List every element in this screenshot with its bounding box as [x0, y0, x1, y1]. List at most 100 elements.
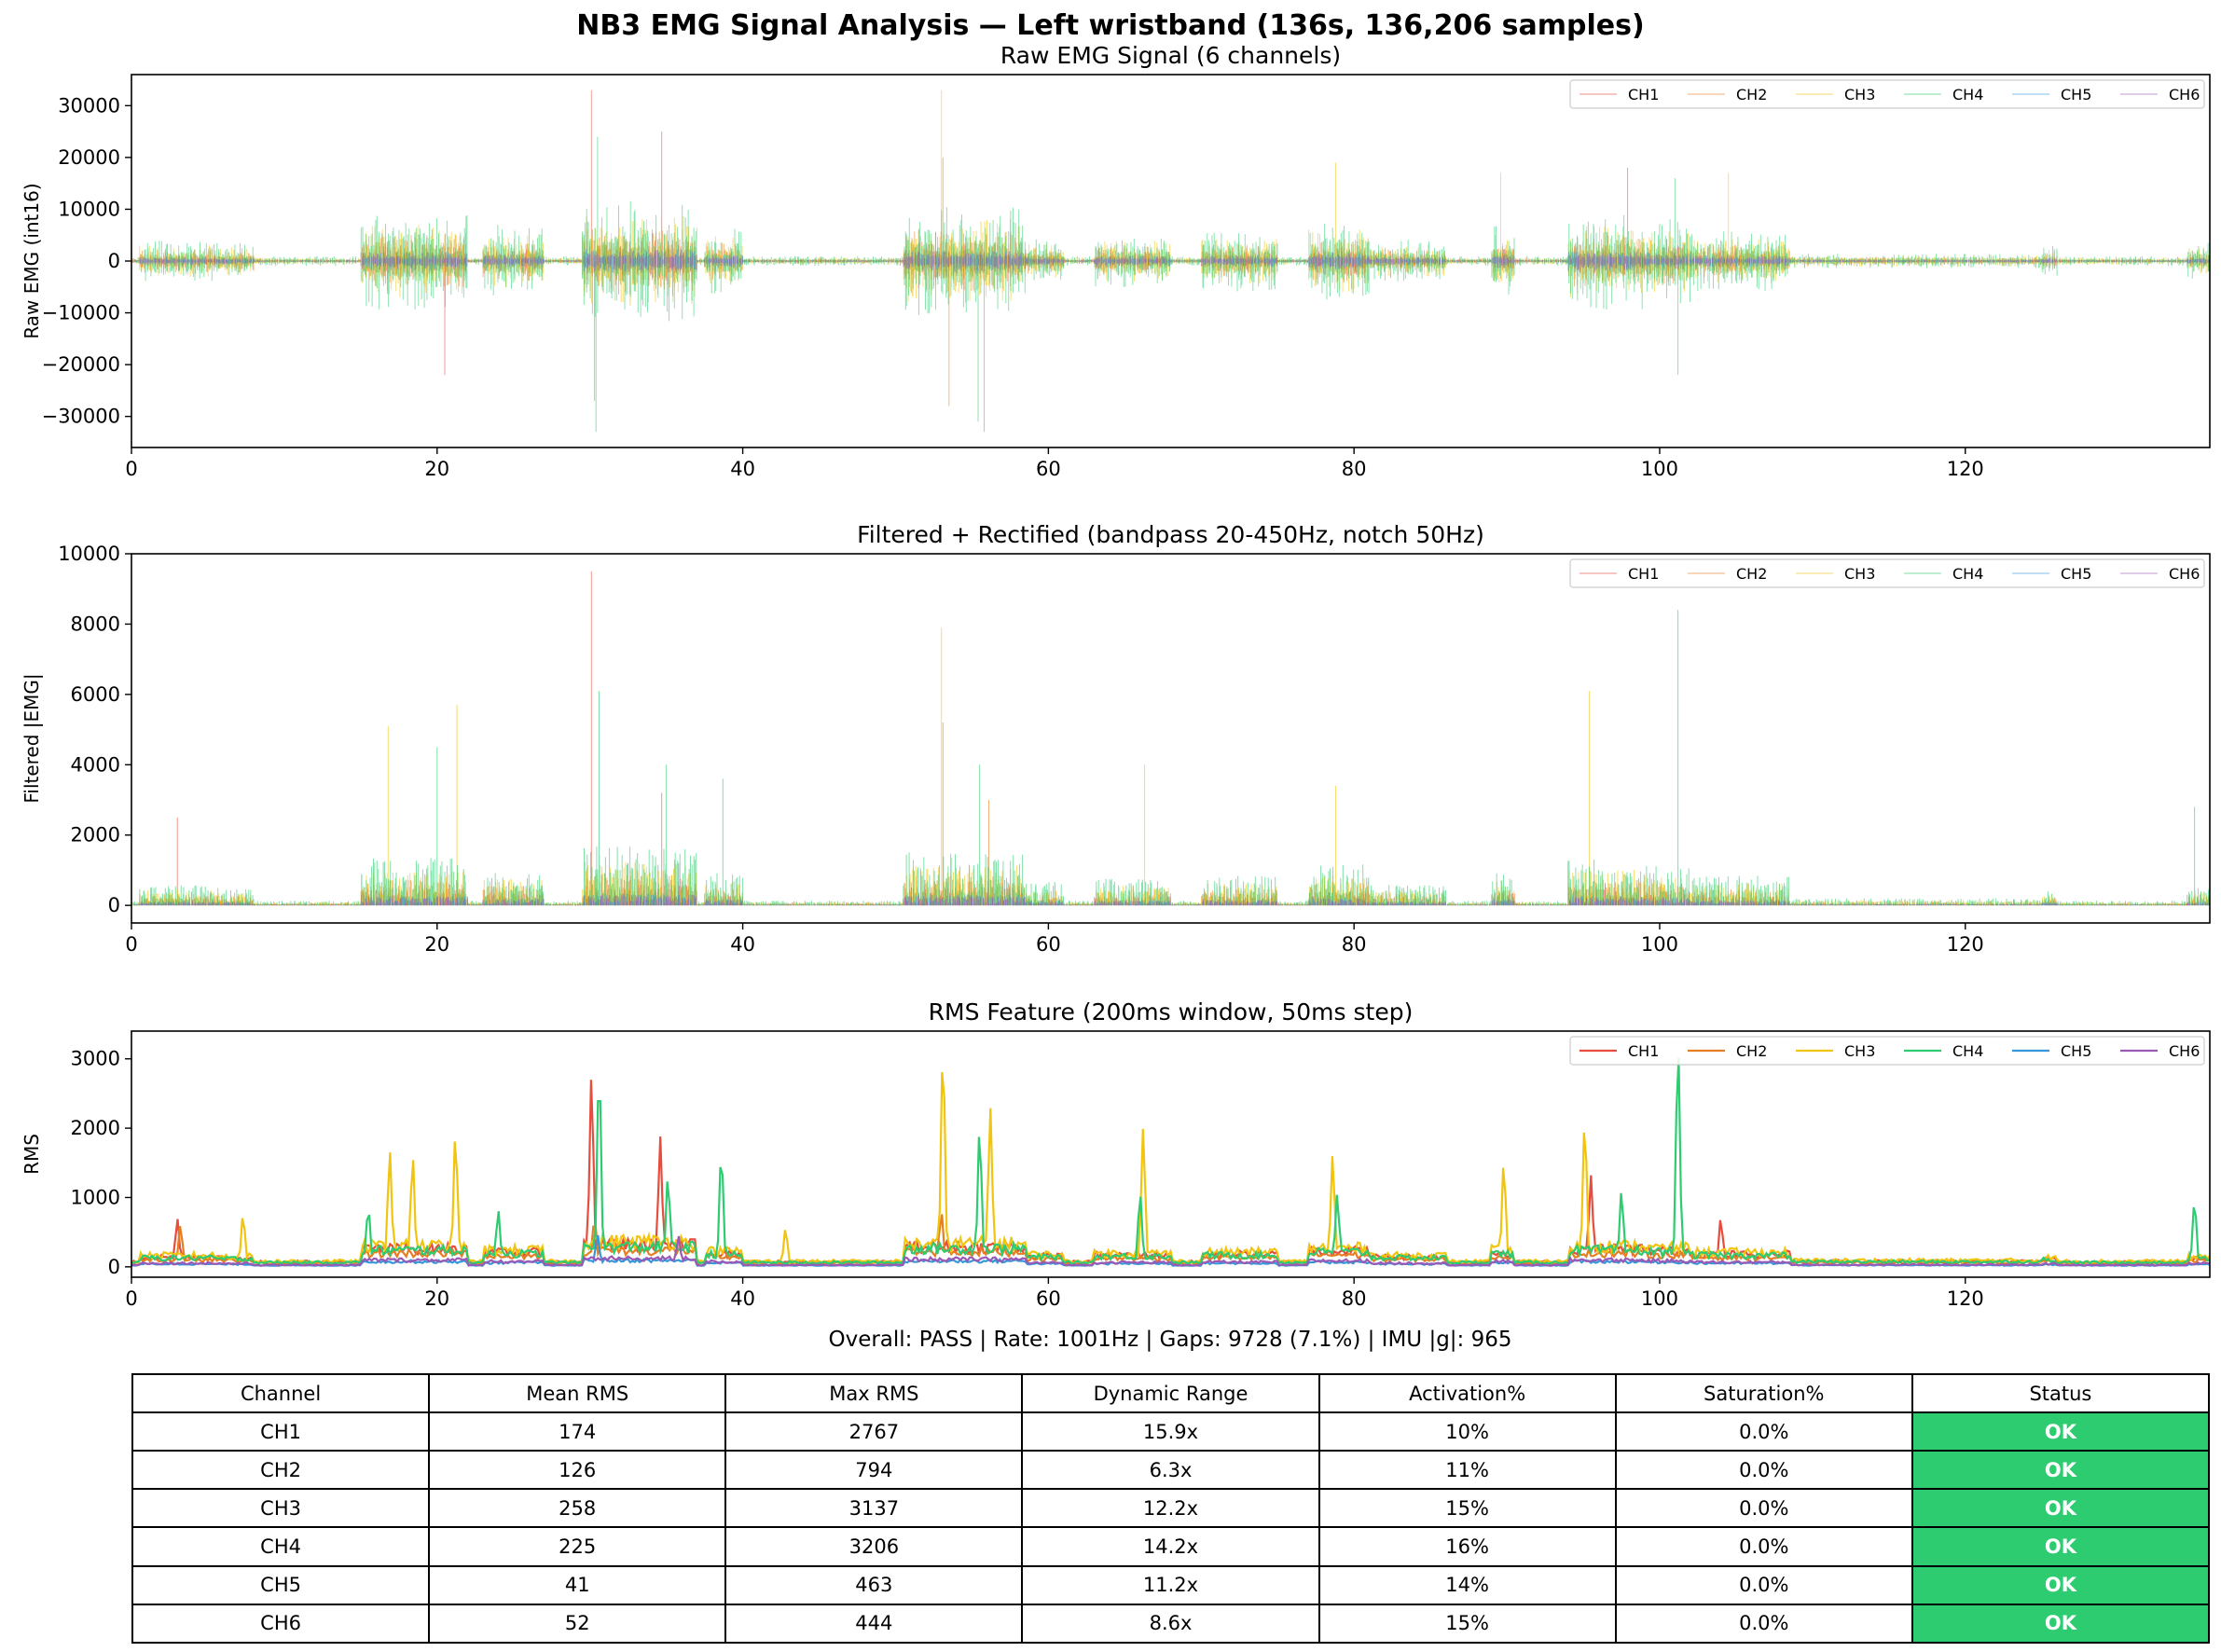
x-tick-label: 40 — [730, 933, 755, 956]
figure-title: NB3 EMG Signal Analysis — Left wristband… — [576, 9, 1644, 42]
y-axis-label: RMS — [21, 1134, 43, 1175]
legend-label: CH1 — [1628, 565, 1659, 583]
axes-frame — [131, 553, 2211, 924]
legend-label: CH6 — [2169, 86, 2200, 103]
y-tick-label: 1000 — [71, 1186, 120, 1208]
axes-frame — [131, 1030, 2211, 1278]
table-cell: CH5 — [131, 1564, 431, 1605]
legend-label: CH6 — [2169, 565, 2200, 583]
table-cell: 2767 — [724, 1411, 1024, 1452]
y-tick-label: 10000 — [58, 198, 120, 220]
table-cell: CH3 — [131, 1488, 431, 1529]
y-tick-label: 4000 — [71, 753, 120, 776]
status-badge: OK — [1911, 1603, 2211, 1645]
x-tick-label: 80 — [1342, 1287, 1367, 1310]
legend-label: CH3 — [1844, 565, 1875, 583]
table-cell: CH2 — [131, 1450, 431, 1491]
table-cell: CH6 — [131, 1603, 431, 1645]
legend-label: CH5 — [2061, 1042, 2091, 1060]
legend-label: CH2 — [1736, 86, 1767, 103]
column-header: Max RMS — [724, 1373, 1024, 1413]
table-cell: 15.9x — [1021, 1411, 1320, 1452]
table-cell: 444 — [724, 1603, 1024, 1645]
series-ch6 — [131, 250, 2210, 272]
y-tick-label: 0 — [108, 1256, 120, 1278]
legend-label: CH4 — [1952, 565, 1983, 583]
legend-label: CH2 — [1736, 1042, 1767, 1060]
table-row: CH2 126 794 6.3x 11% 0.0% OK — [131, 1450, 2211, 1491]
chart-title: Filtered + Rectified (bandpass 20-450Hz,… — [857, 521, 1484, 548]
status-badge: OK — [1911, 1488, 2211, 1529]
table-cell: CH4 — [131, 1526, 431, 1567]
y-tick-label: −30000 — [42, 406, 120, 428]
column-header: Dynamic Range — [1021, 1373, 1320, 1413]
y-tick-label: 20000 — [58, 146, 120, 169]
table-cell: 3137 — [724, 1488, 1024, 1529]
series-ch2 — [131, 157, 2209, 433]
table-cell: 6.3x — [1021, 1450, 1320, 1491]
table-cell: 3206 — [724, 1526, 1024, 1567]
table-cell: 258 — [428, 1488, 727, 1529]
table-cell: 52 — [428, 1603, 727, 1645]
table-cell: 0.0% — [1614, 1488, 1913, 1529]
series-ch4 — [131, 1057, 2210, 1266]
table-header-row: Channel Mean RMS Max RMS Dynamic Range Activ… — [131, 1373, 2211, 1413]
y-tick-label: 2000 — [71, 824, 120, 847]
legend-label: CH3 — [1844, 1042, 1875, 1060]
table-cell: 14% — [1317, 1564, 1617, 1605]
y-tick-label: 8000 — [71, 613, 120, 635]
x-tick-label: 0 — [125, 933, 137, 956]
table-row: CH6 52 444 8.6x 15% 0.0% OK — [131, 1603, 2211, 1645]
column-header: Mean RMS — [428, 1373, 727, 1413]
legend: CH1 CH2 CH3 CH4 CH5 CH6 — [1569, 558, 2205, 588]
table-cell: 12.2x — [1021, 1488, 1320, 1529]
table-cell: 14.2x — [1021, 1526, 1320, 1567]
y-tick-label: 0 — [108, 250, 120, 272]
x-tick-label: 80 — [1342, 458, 1367, 480]
y-tick-label: 10000 — [58, 543, 120, 565]
x-tick-label: 60 — [1036, 458, 1061, 480]
chart-panel-1: Raw EMG Signal (6 channels) Raw EMG (int1… — [21, 42, 2211, 480]
chart-title: Raw EMG Signal (6 channels) — [1000, 42, 1341, 69]
y-tick-label: 6000 — [71, 683, 120, 706]
x-tick-label: 20 — [424, 458, 449, 480]
x-tick-label: 100 — [1641, 458, 1678, 480]
x-tick-label: 60 — [1036, 1287, 1061, 1310]
column-header: Saturation% — [1614, 1373, 1913, 1413]
status-badge: OK — [1911, 1411, 2211, 1452]
table-cell: 11% — [1317, 1450, 1617, 1491]
y-tick-label: 30000 — [58, 94, 120, 117]
table-cell: 8.6x — [1021, 1603, 1320, 1645]
x-tick-label: 40 — [730, 1287, 755, 1310]
series-ch1 — [131, 571, 2210, 906]
x-tick-label: 40 — [730, 458, 755, 480]
channel-stats-table: Channel Mean RMS Max RMS Dynamic Range Activ… — [131, 1373, 2211, 1645]
table-cell: 0.0% — [1614, 1411, 1913, 1452]
x-tick-label: 120 — [1947, 933, 1984, 956]
table-cell: 16% — [1317, 1526, 1617, 1567]
series-ch1 — [131, 89, 2210, 376]
column-header: Activation% — [1317, 1373, 1617, 1413]
x-tick-label: 20 — [424, 933, 449, 956]
series-ch1 — [131, 1080, 2210, 1265]
status-badge: OK — [1911, 1526, 2211, 1567]
status-badge: OK — [1911, 1450, 2211, 1491]
plot-area — [131, 89, 2210, 433]
plot-area — [131, 571, 2210, 906]
table-row: CH4 225 3206 14.2x 16% 0.0% OK — [131, 1526, 2211, 1567]
series-ch3 — [131, 1072, 2210, 1265]
legend-label: CH5 — [2061, 565, 2091, 583]
table-row: CH5 41 463 11.2x 14% 0.0% OK — [131, 1564, 2211, 1605]
table-cell: 0.0% — [1614, 1450, 1913, 1491]
legend-label: CH1 — [1628, 1042, 1659, 1060]
y-tick-label: 2000 — [71, 1117, 120, 1139]
table-cell: 794 — [724, 1450, 1024, 1491]
column-header: Channel — [131, 1373, 431, 1413]
table-row: CH3 258 3137 12.2x 15% 0.0% OK — [131, 1488, 2211, 1529]
legend: CH1 CH2 CH3 CH4 CH5 CH6 — [1569, 79, 2205, 109]
legend-label: CH3 — [1844, 86, 1875, 103]
table-cell: 41 — [428, 1564, 727, 1605]
x-tick-label: 100 — [1641, 933, 1678, 956]
legend-label: CH4 — [1952, 1042, 1983, 1060]
